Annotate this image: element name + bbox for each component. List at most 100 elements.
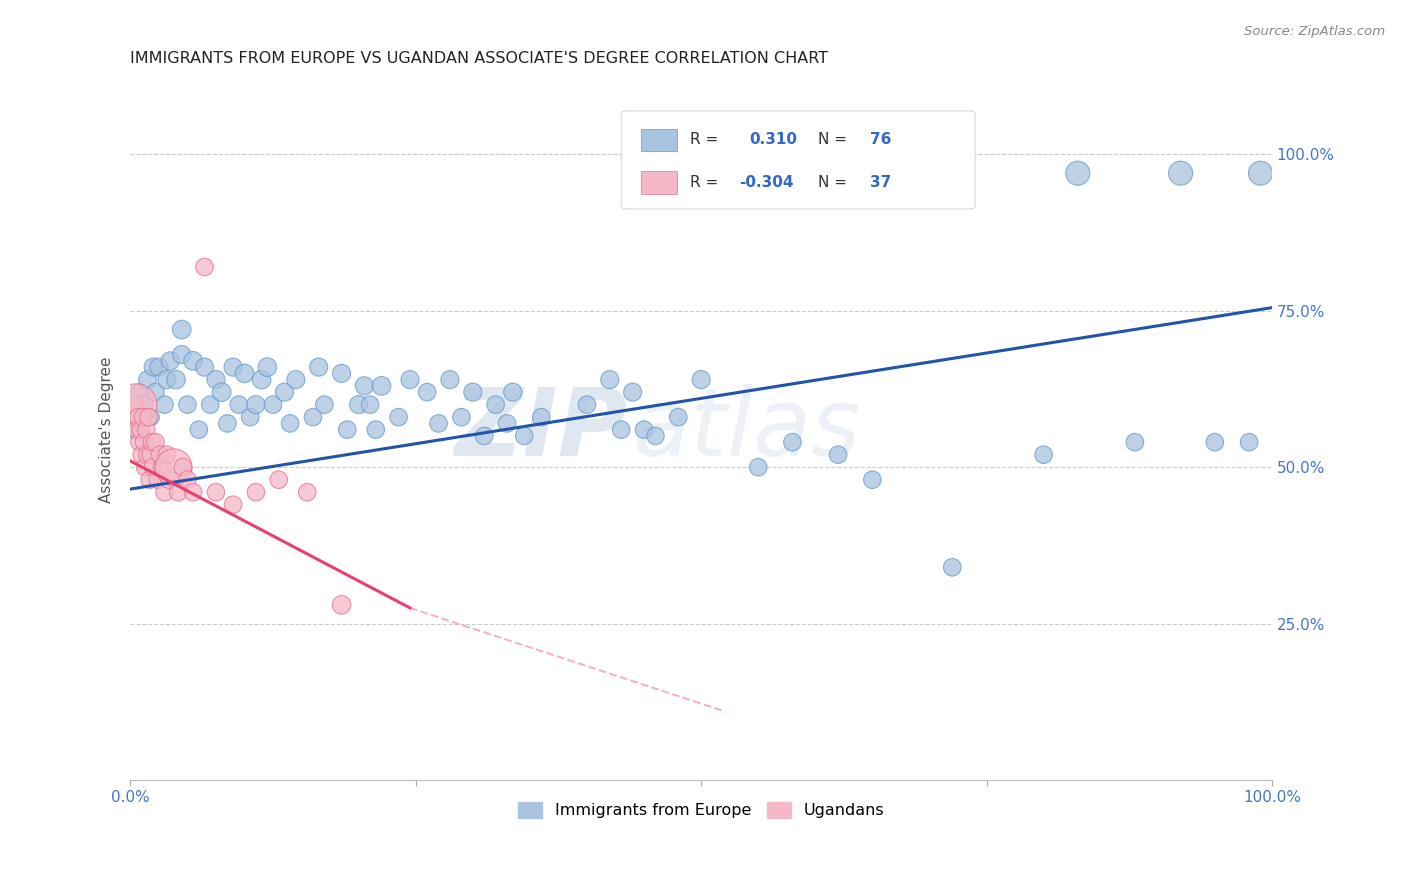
Point xyxy=(132,435,155,450)
Point xyxy=(172,460,194,475)
Point xyxy=(370,379,392,393)
Point xyxy=(245,485,267,500)
Point xyxy=(187,423,209,437)
Point xyxy=(135,423,157,437)
Text: R =: R = xyxy=(690,132,723,147)
Point xyxy=(530,410,553,425)
Point xyxy=(485,398,508,412)
Text: 76: 76 xyxy=(870,132,891,147)
Point xyxy=(153,485,176,500)
Point xyxy=(666,410,689,425)
Point xyxy=(129,423,152,437)
Point xyxy=(176,398,198,412)
Point xyxy=(347,398,370,412)
Point xyxy=(633,423,655,437)
Point xyxy=(284,373,307,387)
Point xyxy=(1123,435,1146,450)
Point xyxy=(122,398,145,412)
Point xyxy=(127,423,149,437)
Text: IMMIGRANTS FROM EUROPE VS UGANDAN ASSOCIATE'S DEGREE CORRELATION CHART: IMMIGRANTS FROM EUROPE VS UGANDAN ASSOCI… xyxy=(131,51,828,66)
Point xyxy=(427,417,450,431)
Point xyxy=(450,410,472,425)
Point xyxy=(128,435,150,450)
Point xyxy=(399,373,422,387)
Point xyxy=(142,460,165,475)
Point xyxy=(330,598,353,612)
Point xyxy=(138,410,160,425)
Text: 0.310: 0.310 xyxy=(749,132,797,147)
Point xyxy=(1170,166,1192,180)
Point xyxy=(262,398,284,412)
Point xyxy=(250,373,273,387)
Text: N =: N = xyxy=(817,175,852,190)
Point xyxy=(131,448,153,462)
Point xyxy=(502,385,524,400)
Point xyxy=(141,435,163,450)
Legend: Immigrants from Europe, Ugandans: Immigrants from Europe, Ugandans xyxy=(512,795,891,824)
Point xyxy=(621,385,644,400)
Point xyxy=(1250,166,1272,180)
Point xyxy=(193,260,215,274)
Point xyxy=(364,423,387,437)
Point xyxy=(827,448,849,462)
Point xyxy=(245,398,267,412)
Point xyxy=(599,373,621,387)
Point xyxy=(496,417,519,431)
Point xyxy=(138,473,160,487)
Point xyxy=(233,367,256,381)
Point xyxy=(136,448,159,462)
Point xyxy=(153,398,176,412)
Point xyxy=(156,373,179,387)
Point xyxy=(330,367,353,381)
Point xyxy=(132,398,155,412)
Point xyxy=(747,460,769,475)
Point xyxy=(145,385,167,400)
Point xyxy=(690,373,713,387)
Point xyxy=(610,423,633,437)
Point xyxy=(149,448,172,462)
Point xyxy=(145,435,167,450)
Point xyxy=(217,417,239,431)
Point xyxy=(336,423,359,437)
Point xyxy=(308,360,330,375)
Point xyxy=(146,473,169,487)
Point xyxy=(181,354,204,368)
FancyBboxPatch shape xyxy=(621,111,976,209)
Point xyxy=(256,360,278,375)
Point xyxy=(205,373,228,387)
Point xyxy=(222,498,245,512)
Point xyxy=(124,410,146,425)
Point xyxy=(472,429,495,443)
Point xyxy=(148,360,170,375)
Point xyxy=(353,379,375,393)
Point xyxy=(176,473,198,487)
Point xyxy=(170,322,193,336)
Point xyxy=(297,485,319,500)
Point xyxy=(128,385,150,400)
Point xyxy=(302,410,325,425)
Point xyxy=(159,354,181,368)
Y-axis label: Associate's Degree: Associate's Degree xyxy=(100,357,114,503)
Point xyxy=(941,560,963,574)
FancyBboxPatch shape xyxy=(641,171,678,194)
Point xyxy=(267,473,290,487)
FancyBboxPatch shape xyxy=(641,128,678,151)
Point xyxy=(439,373,461,387)
Point xyxy=(416,385,439,400)
Point xyxy=(314,398,336,412)
Point xyxy=(239,410,262,425)
Point xyxy=(211,385,233,400)
Text: atlas: atlas xyxy=(633,384,860,475)
Text: R =: R = xyxy=(690,175,723,190)
Point xyxy=(125,398,148,412)
Text: 37: 37 xyxy=(870,175,891,190)
Text: ZIP: ZIP xyxy=(454,384,627,475)
Point xyxy=(228,398,250,412)
Text: N =: N = xyxy=(817,132,852,147)
Point xyxy=(1237,435,1260,450)
Point xyxy=(644,429,666,443)
Point xyxy=(387,410,409,425)
Point xyxy=(222,360,245,375)
Point xyxy=(359,398,381,412)
Point xyxy=(157,473,180,487)
